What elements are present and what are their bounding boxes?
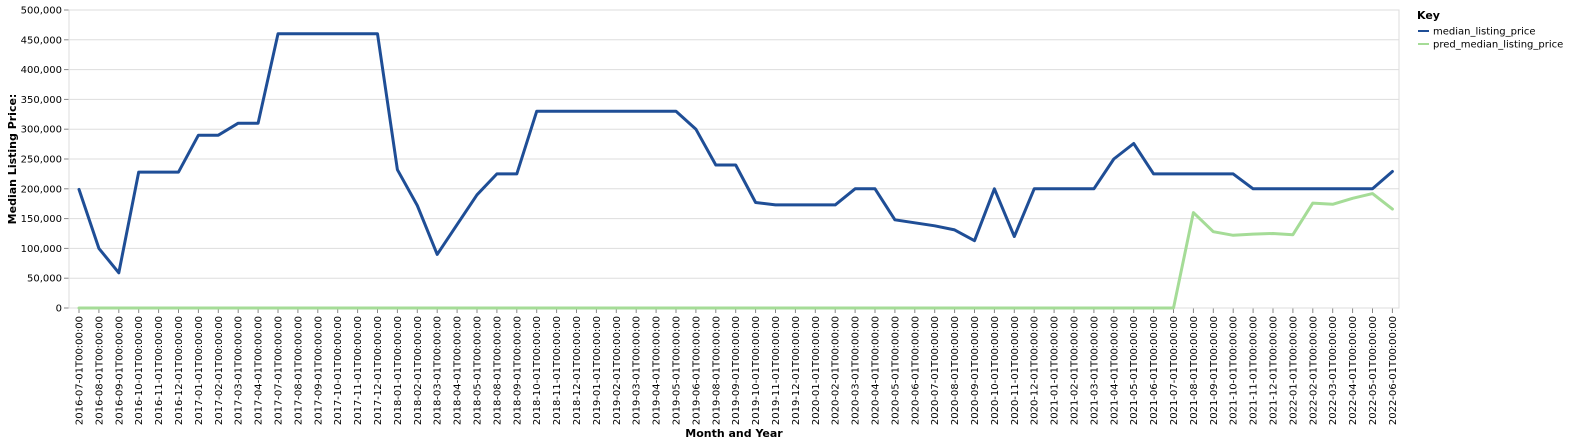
- x-tick-label: 2020-08-01T00:00:00: [950, 316, 961, 425]
- x-tick-label: 2020-05-01T00:00:00: [890, 316, 901, 425]
- x-tick-label: 2020-03-01T00:00:00: [851, 316, 862, 425]
- x-tick-label: 2019-09-01T00:00:00: [731, 316, 742, 425]
- x-tick-label: 2017-03-01T00:00:00: [234, 316, 245, 425]
- x-tick-label: 2021-05-01T00:00:00: [1129, 316, 1140, 425]
- x-tick-label: 2020-02-01T00:00:00: [831, 316, 842, 425]
- x-tick-label: 2018-03-01T00:00:00: [433, 316, 444, 425]
- x-tick-label: 2020-04-01T00:00:00: [871, 316, 882, 425]
- y-tick-label: 250,000: [21, 155, 62, 166]
- x-tick-label: 2019-06-01T00:00:00: [691, 316, 702, 425]
- x-tick-label: 2016-08-01T00:00:00: [94, 316, 105, 425]
- x-tick-label: 2017-01-01T00:00:00: [194, 316, 205, 425]
- x-tick-label: 2022-06-01T00:00:00: [1388, 316, 1399, 425]
- x-tick-label: 2017-09-01T00:00:00: [313, 316, 324, 425]
- x-tick-label: 2019-10-01T00:00:00: [751, 316, 762, 425]
- x-tick-label: 2020-10-01T00:00:00: [990, 316, 1001, 425]
- legend-title: Key: [1417, 9, 1440, 22]
- y-tick-label: 150,000: [21, 214, 62, 225]
- x-tick-label: 2018-09-01T00:00:00: [512, 316, 523, 425]
- y-axis-title: Median Listing Price:: [6, 94, 19, 225]
- x-tick-label: 2019-02-01T00:00:00: [612, 316, 623, 425]
- x-tick-label: 2020-12-01T00:00:00: [1030, 316, 1041, 425]
- x-tick-label: 2021-06-01T00:00:00: [1149, 316, 1160, 425]
- x-tick-label: 2016-10-01T00:00:00: [134, 316, 145, 425]
- y-tick-label: 500,000: [21, 6, 62, 17]
- x-tick-label: 2017-02-01T00:00:00: [214, 316, 225, 425]
- y-tick-label: 100,000: [21, 244, 62, 255]
- x-tick-label: 2021-03-01T00:00:00: [1089, 316, 1100, 425]
- x-tick-label: 2018-02-01T00:00:00: [413, 316, 424, 425]
- y-tick-label: 350,000: [21, 95, 62, 106]
- grid-lines: [69, 9, 1399, 309]
- y-tick-label: 200,000: [21, 184, 62, 195]
- x-tick-label: 2021-11-01T00:00:00: [1249, 316, 1260, 425]
- legend-label: median_listing_price: [1433, 27, 1536, 38]
- x-tick-label: 2018-11-01T00:00:00: [552, 316, 563, 425]
- y-tick-label: 0: [56, 304, 62, 315]
- x-tick-label: 2021-07-01T00:00:00: [1169, 316, 1180, 425]
- x-axis: 2016-07-01T00:00:00 2016-08-01T00:00:00 20…: [69, 307, 1399, 425]
- x-tick-label: 2019-08-01T00:00:00: [711, 316, 722, 425]
- x-tick-label: 2018-12-01T00:00:00: [572, 316, 583, 425]
- x-tick-label: 2018-05-01T00:00:00: [473, 316, 484, 425]
- x-tick-label: 2016-07-01T00:00:00: [75, 316, 86, 425]
- x-tick-label: 2018-04-01T00:00:00: [453, 316, 464, 425]
- x-tick-label: 2020-11-01T00:00:00: [1010, 316, 1021, 425]
- y-tick-label: 400,000: [21, 65, 62, 76]
- x-tick-label: 2019-12-01T00:00:00: [791, 316, 802, 425]
- x-tick-label: 2016-11-01T00:00:00: [154, 316, 165, 425]
- x-tick-label: 2017-07-01T00:00:00: [274, 316, 285, 425]
- x-tick-label: 2021-01-01T00:00:00: [1050, 316, 1061, 425]
- x-axis-title: Month and Year: [685, 427, 783, 440]
- legend-label: pred_median_listing_price: [1433, 40, 1563, 51]
- x-tick-label: 2019-04-01T00:00:00: [652, 316, 663, 425]
- y-tick-label: 50,000: [27, 274, 62, 285]
- x-tick-label: 2022-01-01T00:00:00: [1288, 316, 1299, 425]
- x-tick-label: 2017-10-01T00:00:00: [333, 316, 344, 425]
- x-tick-label: 2017-08-01T00:00:00: [293, 316, 304, 425]
- x-tick-label: 2020-09-01T00:00:00: [970, 316, 981, 425]
- x-tick-label: 2019-03-01T00:00:00: [632, 316, 643, 425]
- series-line-pred_median_listing_price: [77, 192, 1394, 310]
- y-tick-label: 450,000: [21, 35, 62, 46]
- x-tick-label: 2022-02-01T00:00:00: [1308, 316, 1319, 425]
- x-tick-label: 2021-02-01T00:00:00: [1070, 316, 1081, 425]
- x-tick-label: 2019-01-01T00:00:00: [592, 316, 603, 425]
- x-tick-label: 2017-12-01T00:00:00: [373, 316, 384, 425]
- series-line-median_listing_price: [77, 32, 1394, 275]
- x-tick-label: 2020-07-01T00:00:00: [930, 316, 941, 425]
- x-tick-label: 2022-04-01T00:00:00: [1348, 316, 1359, 425]
- x-tick-label: 2021-08-01T00:00:00: [1189, 316, 1200, 425]
- series-layer: [77, 32, 1394, 310]
- x-tick-label: 2016-12-01T00:00:00: [174, 316, 185, 425]
- x-tick-label: 2018-01-01T00:00:00: [393, 316, 404, 425]
- x-tick-label: 2021-09-01T00:00:00: [1209, 316, 1220, 425]
- x-tick-label: 2020-01-01T00:00:00: [811, 316, 822, 425]
- x-tick-label: 2021-10-01T00:00:00: [1229, 316, 1240, 425]
- x-tick-label: 2019-11-01T00:00:00: [771, 316, 782, 425]
- x-tick-label: 2018-10-01T00:00:00: [532, 316, 543, 425]
- x-tick-label: 2021-04-01T00:00:00: [1109, 316, 1120, 425]
- x-tick-label: 2020-06-01T00:00:00: [910, 316, 921, 425]
- x-tick-label: 2017-11-01T00:00:00: [353, 316, 364, 425]
- x-tick-label: 2019-05-01T00:00:00: [672, 316, 683, 425]
- x-tick-label: 2021-12-01T00:00:00: [1269, 316, 1280, 425]
- legend: Key median_listing_price pred_median_list…: [1417, 9, 1563, 51]
- x-tick-label: 2017-04-01T00:00:00: [254, 316, 265, 425]
- x-tick-label: 2016-09-01T00:00:00: [114, 316, 125, 425]
- x-tick-label: 2018-08-01T00:00:00: [492, 316, 503, 425]
- y-axis: 0 50,000 100,000 150,000 200,000 250,000 300,0…: [21, 6, 70, 315]
- x-tick-label: 2022-05-01T00:00:00: [1368, 316, 1379, 425]
- y-tick-label: 300,000: [21, 125, 62, 136]
- x-tick-label: 2022-03-01T00:00:00: [1328, 316, 1339, 425]
